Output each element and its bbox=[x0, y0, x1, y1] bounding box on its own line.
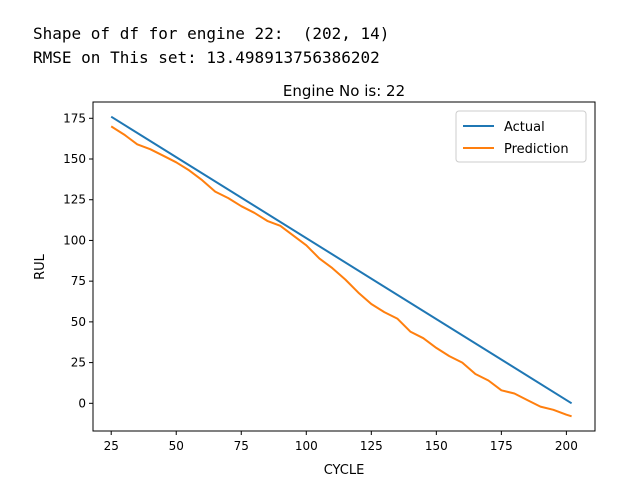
y-axis: 0 25 50 75 100 125 150 175 bbox=[63, 111, 93, 410]
x-tick-label: 50 bbox=[169, 439, 184, 453]
y-tick-label: 175 bbox=[63, 111, 86, 125]
series-line-prediction bbox=[110, 125, 572, 418]
y-tick-label: 100 bbox=[63, 233, 86, 247]
x-tick-label: 175 bbox=[490, 439, 513, 453]
x-axis: 25 50 75 100 125 150 175 200 bbox=[104, 431, 578, 453]
x-tick-label: 75 bbox=[234, 439, 249, 453]
legend-label-actual: Actual bbox=[504, 120, 545, 135]
x-axis-label: CYCLE bbox=[324, 463, 365, 478]
plot-frame bbox=[92, 101, 596, 432]
y-tick-label: 125 bbox=[63, 193, 86, 207]
x-tick-label: 25 bbox=[104, 439, 119, 453]
output-line-shape: Shape of df for engine 22: (202, 14) bbox=[33, 24, 390, 43]
x-tick-label: 125 bbox=[360, 439, 383, 453]
x-tick-label: 150 bbox=[425, 439, 448, 453]
y-tick-label: 150 bbox=[63, 152, 86, 166]
chart-title: Engine No is: 22 bbox=[283, 82, 405, 100]
y-axis-label: RUL bbox=[33, 253, 48, 280]
legend-box bbox=[455, 110, 587, 163]
legend: Actual Prediction bbox=[455, 110, 587, 163]
legend-label-prediction: Prediction bbox=[504, 142, 569, 157]
output-line-rmse: RMSE on This set: 13.498913756386202 bbox=[33, 48, 380, 67]
series-line-actual bbox=[110, 115, 573, 405]
y-tick-label: 25 bbox=[71, 356, 86, 370]
y-tick-label: 75 bbox=[71, 274, 86, 288]
plot-area bbox=[110, 115, 573, 418]
y-tick-label: 0 bbox=[78, 396, 86, 410]
x-tick-label: 100 bbox=[295, 439, 318, 453]
x-tick-label: 200 bbox=[555, 439, 578, 453]
y-tick-label: 50 bbox=[71, 315, 86, 329]
